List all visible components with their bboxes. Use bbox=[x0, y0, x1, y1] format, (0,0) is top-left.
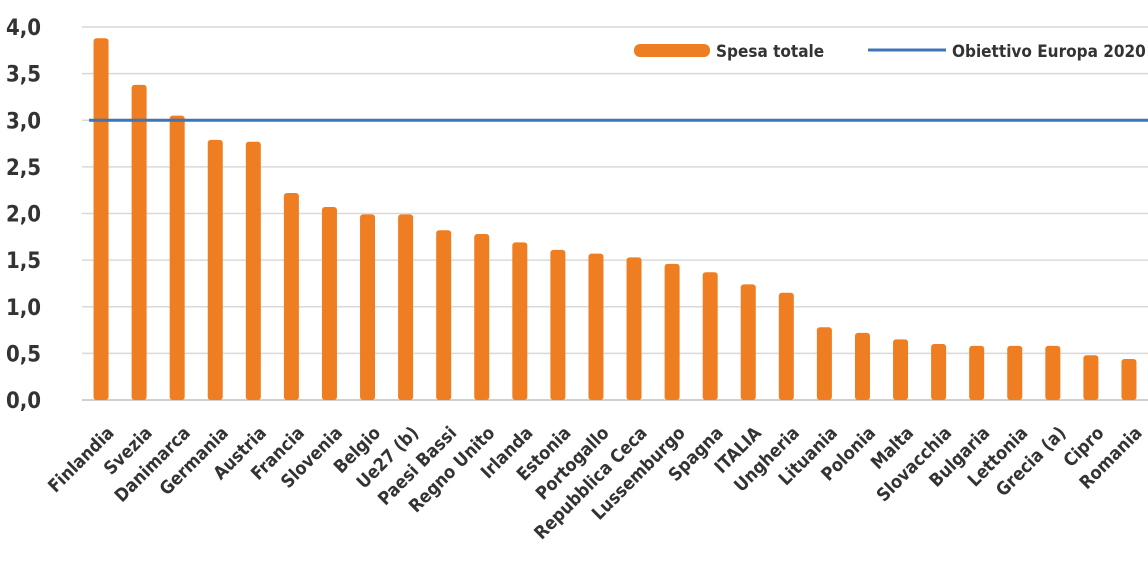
bar bbox=[512, 242, 528, 400]
y-tick-label: 1,0 bbox=[6, 296, 41, 321]
bar bbox=[398, 214, 414, 400]
y-tick-label: 3,5 bbox=[6, 63, 41, 88]
bar bbox=[550, 249, 566, 400]
y-tick-label: 0,5 bbox=[6, 342, 41, 367]
legend-swatch-spesa-totale bbox=[634, 44, 710, 57]
legend-label-spesa-totale: Spesa totale bbox=[716, 42, 824, 62]
bar bbox=[626, 257, 642, 400]
y-axis: 0,0 0,5 1,0 1,5 2,0 2,5 3,0 3,5 4,0 bbox=[6, 16, 41, 414]
y-tick-label: 4,0 bbox=[6, 16, 41, 41]
bar bbox=[702, 272, 718, 400]
bar bbox=[321, 206, 337, 400]
bar bbox=[664, 263, 680, 400]
bar bbox=[893, 339, 909, 400]
bar bbox=[1007, 345, 1023, 400]
bar bbox=[854, 332, 870, 400]
legend-label-objective: Obiettivo Europa 2020 bbox=[952, 42, 1146, 62]
bar bbox=[245, 141, 261, 400]
bar bbox=[778, 292, 794, 400]
bar bbox=[436, 230, 452, 400]
bar bbox=[474, 234, 490, 400]
bar bbox=[816, 327, 832, 400]
bar bbox=[969, 345, 985, 400]
bar bbox=[283, 192, 299, 400]
y-tick-label: 0,0 bbox=[6, 389, 41, 414]
bar bbox=[93, 38, 109, 400]
x-axis: FinlandiaSveziaDanimarcaGermaniaAustriaF… bbox=[44, 422, 1146, 544]
y-tick-label: 2,5 bbox=[6, 156, 41, 181]
bars bbox=[93, 38, 1137, 401]
bar bbox=[131, 84, 147, 400]
bar bbox=[1121, 358, 1137, 400]
y-tick-label: 1,5 bbox=[6, 249, 41, 274]
legend: Spesa totale Obiettivo Europa 2020 bbox=[634, 42, 1146, 62]
y-tick-label: 3,0 bbox=[6, 109, 41, 134]
bar bbox=[931, 344, 947, 400]
bar bbox=[207, 139, 223, 400]
bar bbox=[360, 214, 376, 400]
bar bbox=[1083, 355, 1099, 400]
bar bbox=[588, 253, 604, 400]
bar bbox=[740, 284, 756, 400]
y-tick-label: 2,0 bbox=[6, 203, 41, 228]
bar bbox=[169, 115, 185, 401]
grid-lines bbox=[82, 26, 1148, 401]
bar bbox=[1045, 345, 1061, 400]
